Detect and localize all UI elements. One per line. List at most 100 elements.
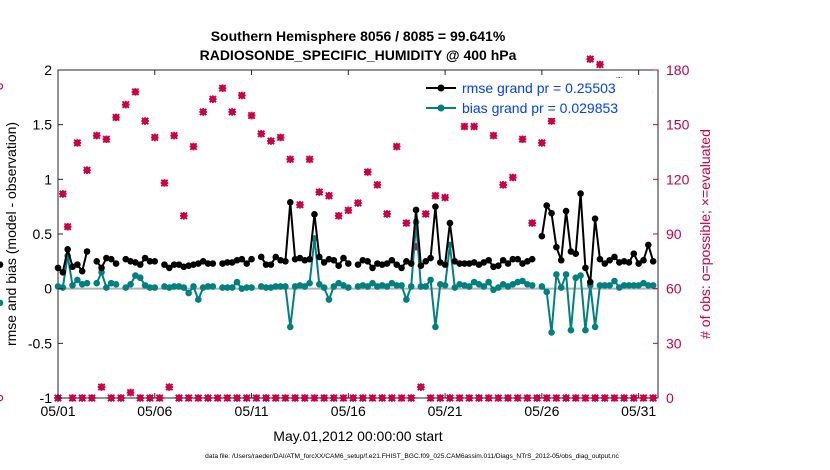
y-left-tick-label: -0.5 <box>28 335 52 351</box>
rmse-point <box>335 262 342 269</box>
obs-evaluated-marker <box>519 135 527 143</box>
bias-point <box>442 282 449 289</box>
obs-evaluated-marker <box>495 394 503 402</box>
obs-evaluated-marker <box>136 394 144 402</box>
obs-evaluated-marker <box>132 88 140 96</box>
obs-evaluated-marker <box>543 394 551 402</box>
rmse-point <box>398 265 405 272</box>
obs-evaluated-marker <box>286 155 294 163</box>
rmse-point <box>84 248 91 255</box>
obs-evaluated-marker <box>170 132 178 140</box>
rmse-point <box>645 242 652 249</box>
obs-evaluated-marker <box>374 181 382 189</box>
obs-evaluated-marker <box>64 223 72 231</box>
bias-point <box>282 283 289 290</box>
bias-point <box>422 283 429 290</box>
obs-evaluated-marker <box>345 207 353 215</box>
legend-rmse-marker <box>438 85 445 92</box>
obs-evaluated-marker <box>98 383 106 391</box>
obs-evaluated-marker <box>69 394 77 402</box>
obs-evaluated-marker <box>470 123 478 131</box>
legend-bias-marker <box>438 105 445 112</box>
obs-evaluated-marker <box>538 139 546 147</box>
obs-evaluated-marker <box>59 190 67 198</box>
rmse-point <box>268 261 275 268</box>
obs-evaluated-marker <box>349 394 357 402</box>
bias-point <box>127 281 134 288</box>
bias-point <box>553 271 560 278</box>
obs-evaluated-marker <box>243 394 251 402</box>
rmse-point <box>427 255 434 262</box>
x-axis-label: May.01,2012 00:00:00 start <box>273 428 443 444</box>
obs-evaluated-marker <box>199 108 207 116</box>
obs-evaluated-marker <box>161 179 169 187</box>
obs-evaluated-marker <box>195 394 203 402</box>
obs-evaluated-marker <box>204 394 212 402</box>
bias-point <box>611 278 618 285</box>
x-tick-label: 05/06 <box>137 403 172 419</box>
obs-evaluated-marker <box>354 199 362 207</box>
obs-evaluated-marker <box>398 394 406 402</box>
y-right-tick-label: 60 <box>666 281 682 297</box>
y-left-tick-label: 2 <box>44 62 52 78</box>
obs-evaluated-marker <box>141 117 149 125</box>
obs-evaluated-marker <box>586 55 594 63</box>
obs-evaluated-marker <box>465 394 473 402</box>
bias-point <box>529 282 536 289</box>
obs-evaluated-marker <box>369 394 377 402</box>
rmse-point <box>287 199 294 206</box>
obs-evaluated-marker <box>504 394 512 402</box>
rmse-point <box>548 210 555 217</box>
obs-evaluated-marker <box>190 143 198 151</box>
obs-evaluated-marker <box>499 181 507 189</box>
x-tick-label: 05/21 <box>428 403 463 419</box>
rmse-point <box>340 255 347 262</box>
bias-point <box>151 284 158 291</box>
obs-evaluated-marker <box>228 108 236 116</box>
legend-bias-label: bias grand pr = 0.029853 <box>462 100 618 116</box>
x-tick-label: 05/26 <box>524 403 559 419</box>
bias-point <box>345 284 352 291</box>
obs-evaluated-marker <box>107 394 115 402</box>
bias-point <box>577 272 584 279</box>
bias-point <box>650 282 657 289</box>
bias-point <box>321 284 328 291</box>
rmse-point <box>432 203 439 210</box>
y-right-tick-label: 180 <box>666 62 690 78</box>
y-right-tick-label: 0 <box>666 390 674 406</box>
obs-evaluated-marker <box>74 139 82 147</box>
obs-evaluated-marker <box>122 101 130 109</box>
obs-evaluated-marker <box>315 188 323 196</box>
obs-evaluated-marker <box>248 112 256 120</box>
rmse-point <box>631 250 638 257</box>
obs-evaluated-marker <box>267 137 275 145</box>
rmse-point <box>258 254 265 261</box>
bias-point <box>563 271 570 278</box>
legend-rmse-label: rmse grand pr = 0.25503 <box>462 80 616 96</box>
obs-evaluated-marker <box>553 394 561 402</box>
bias-point <box>229 284 236 291</box>
obs-evaluated-marker <box>214 394 222 402</box>
y-right-tick-label: 150 <box>666 117 690 133</box>
y-left-tick-label: 1 <box>44 171 52 187</box>
bias-point <box>543 289 550 296</box>
rmse-point <box>98 265 105 272</box>
obs-evaluated-marker <box>393 143 401 151</box>
rmse-point <box>543 202 550 209</box>
rmse-point <box>582 265 589 272</box>
obs-evaluated-marker <box>427 394 435 402</box>
bias-point <box>326 296 333 303</box>
bias-point <box>190 283 197 290</box>
rmse-point <box>345 260 352 267</box>
rmse-point <box>316 254 323 261</box>
rmse-point <box>626 259 633 266</box>
obs-evaluated-marker <box>407 394 415 402</box>
y-right-tick-label: 120 <box>666 171 690 187</box>
rmse-point <box>413 207 420 214</box>
obs-evaluated-marker <box>301 394 309 402</box>
obs-evaluated-marker <box>156 394 164 402</box>
obs-evaluated-marker <box>436 394 444 402</box>
rmse-point <box>563 208 570 215</box>
chart-subtitle: RADIOSONDE_SPECIFIC_HUMIDITY @ 400 hPa <box>200 47 517 63</box>
obs-evaluated-marker <box>359 394 367 402</box>
